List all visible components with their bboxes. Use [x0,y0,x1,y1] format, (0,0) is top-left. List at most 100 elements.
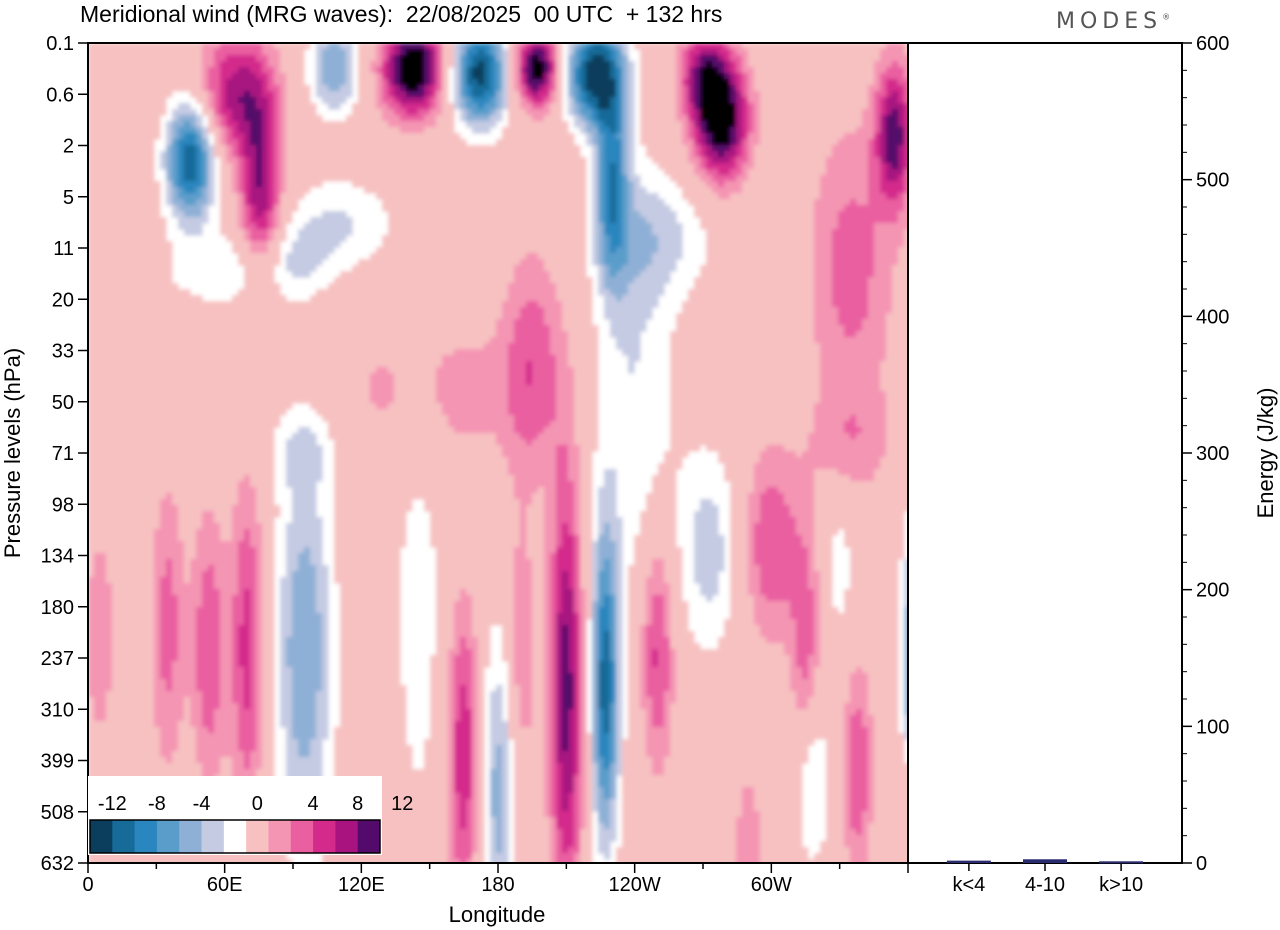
contour-cell [286,121,293,128]
contour-cell [898,199,905,206]
contour-cell [262,199,269,206]
contour-cell [628,115,635,122]
contour-cell [118,115,125,122]
contour-cell [130,55,137,62]
contour-cell [100,121,107,128]
contour-cell [202,193,209,200]
contour-cell [412,277,419,284]
contour-cell [346,277,353,284]
contour-cell [760,247,767,254]
contour-cell [604,271,611,278]
contour-cell [202,85,209,92]
contour-cell [718,55,725,62]
contour-cell [136,97,143,104]
contour-cell [700,265,707,272]
contour-cell [604,211,611,218]
contour-cell [496,271,503,278]
contour-cell [796,55,803,62]
contour-cell [556,175,563,182]
contour-cell [220,61,227,68]
contour-cell [502,271,509,278]
contour-cell [478,205,485,212]
contour-cell [190,121,197,128]
contour-cell [640,187,647,194]
contour-cell [736,73,743,80]
contour-cell [334,79,341,86]
contour-cell [832,235,839,242]
contour-cell [514,277,521,284]
contour-cell [424,193,431,200]
contour-cell [526,151,533,158]
contour-cell [784,91,791,98]
contour-cell [628,271,635,278]
contour-cell [424,73,431,80]
contour-cell [316,121,323,128]
contour-cell [412,73,419,80]
contour-cell [226,61,233,68]
contour-cell [874,235,881,242]
contour-cell [490,217,497,224]
contour-cell [898,91,905,98]
contour-cell [556,223,563,230]
contour-cell [472,283,479,290]
contour-cell [586,73,593,80]
contour-cell [508,211,515,218]
contour-cell [790,115,797,122]
contour-cell [418,271,425,278]
contour-cell [778,139,785,146]
contour-cell [208,61,215,68]
contour-cell [790,61,797,68]
contour-cell [214,55,221,62]
contour-cell [100,67,107,74]
contour-cell [514,271,521,278]
contour-cell [898,55,905,62]
contour-cell [766,115,773,122]
contour-cell [550,133,557,140]
contour-cell [430,187,437,194]
contour-cell [400,133,407,140]
contour-cell [238,211,245,218]
contour-cell [382,259,389,266]
contour-cell [238,133,245,140]
contour-cell [400,283,407,290]
contour-cell [592,79,599,86]
contour-cell [664,271,671,278]
contour-cell [664,241,671,248]
contour-cell [772,241,779,248]
contour-cell [436,157,443,164]
contour-cell [166,73,173,80]
contour-cell [388,271,395,278]
contour-cell [814,241,821,248]
contour-cell [622,271,629,278]
contour-cell [316,43,323,50]
contour-cell [676,157,683,164]
contour-cell [706,97,713,104]
contour-cell [424,151,431,158]
contour-cell [514,133,521,140]
contour-cell [802,175,809,182]
contour-cell [520,145,527,152]
contour-cell [382,121,389,128]
contour-cell [94,199,101,206]
contour-cell [796,259,803,266]
contour-cell [196,49,203,56]
contour-cell [550,205,557,212]
contour-cell [88,235,95,242]
contour-cell [892,67,899,74]
contour-cell [106,163,113,170]
contour-cell [724,103,731,110]
contour-cell [202,211,209,218]
contour-cell [232,109,239,116]
contour-cell [472,193,479,200]
contour-cell [298,49,305,56]
contour-cell [412,241,419,248]
contour-cell [790,103,797,110]
contour-cell [688,157,695,164]
contour-cell [112,73,119,80]
contour-cell [532,277,539,284]
contour-cell [532,175,539,182]
contour-cell [160,109,167,116]
contour-cell [634,241,641,248]
contour-cell [556,229,563,236]
contour-cell [532,61,539,68]
